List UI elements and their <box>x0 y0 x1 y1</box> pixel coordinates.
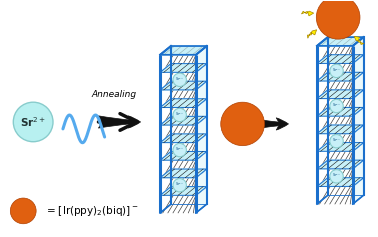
Polygon shape <box>317 169 353 187</box>
Polygon shape <box>160 90 196 107</box>
Polygon shape <box>196 46 207 72</box>
Text: Sr$^{2+}$: Sr$^{2+}$ <box>175 146 184 153</box>
Polygon shape <box>160 195 196 213</box>
Circle shape <box>330 99 343 113</box>
Polygon shape <box>196 64 207 90</box>
Polygon shape <box>317 55 364 64</box>
Polygon shape <box>317 99 353 116</box>
Polygon shape <box>317 178 364 187</box>
Text: Sr$^{2+}$: Sr$^{2+}$ <box>175 181 184 188</box>
Polygon shape <box>301 11 314 16</box>
Polygon shape <box>160 116 207 125</box>
Polygon shape <box>317 81 353 99</box>
Text: Sr$^{2+}$: Sr$^{2+}$ <box>332 137 341 144</box>
Polygon shape <box>354 36 364 45</box>
Text: Sr$^{2+}$: Sr$^{2+}$ <box>332 102 341 109</box>
Circle shape <box>13 102 53 142</box>
Circle shape <box>221 102 265 146</box>
Polygon shape <box>196 134 207 160</box>
Polygon shape <box>196 187 207 213</box>
Circle shape <box>330 170 343 183</box>
Polygon shape <box>160 160 196 178</box>
Polygon shape <box>160 151 207 160</box>
Circle shape <box>173 143 186 157</box>
Polygon shape <box>353 178 364 204</box>
Text: Sr$^{2+}$: Sr$^{2+}$ <box>20 115 46 129</box>
Polygon shape <box>353 55 364 81</box>
Polygon shape <box>317 116 353 134</box>
Polygon shape <box>317 187 353 204</box>
Polygon shape <box>353 125 364 151</box>
Polygon shape <box>307 30 317 38</box>
Polygon shape <box>160 64 207 72</box>
Polygon shape <box>317 151 353 169</box>
Text: Sr$^{2+}$: Sr$^{2+}$ <box>332 67 341 74</box>
Polygon shape <box>160 143 196 160</box>
Circle shape <box>316 0 360 39</box>
Polygon shape <box>317 160 364 169</box>
Polygon shape <box>160 72 196 90</box>
Polygon shape <box>196 99 207 125</box>
Circle shape <box>173 108 186 122</box>
Polygon shape <box>353 143 364 169</box>
Circle shape <box>330 64 343 77</box>
Polygon shape <box>160 107 196 125</box>
Polygon shape <box>196 116 207 143</box>
Circle shape <box>10 198 36 224</box>
Polygon shape <box>317 90 364 99</box>
Text: Sr$^{2+}$: Sr$^{2+}$ <box>332 172 341 179</box>
Polygon shape <box>196 169 207 195</box>
Polygon shape <box>160 81 207 90</box>
Polygon shape <box>160 134 207 143</box>
Polygon shape <box>353 90 364 116</box>
Circle shape <box>173 73 186 87</box>
Polygon shape <box>160 46 207 55</box>
Polygon shape <box>353 107 364 134</box>
Polygon shape <box>317 72 364 81</box>
Polygon shape <box>317 37 364 46</box>
Polygon shape <box>353 37 364 64</box>
Circle shape <box>173 178 186 192</box>
Text: Sr$^{2+}$: Sr$^{2+}$ <box>175 110 184 118</box>
Text: = [Ir(ppy)$_2$(biq)]$^-$: = [Ir(ppy)$_2$(biq)]$^-$ <box>46 204 139 218</box>
Polygon shape <box>317 64 353 81</box>
Polygon shape <box>317 125 364 134</box>
Polygon shape <box>160 187 207 195</box>
Circle shape <box>330 135 343 148</box>
Text: Sr$^{2+}$: Sr$^{2+}$ <box>175 75 184 83</box>
Polygon shape <box>353 160 364 187</box>
Polygon shape <box>317 134 353 151</box>
Polygon shape <box>317 46 353 64</box>
Polygon shape <box>353 72 364 99</box>
Polygon shape <box>317 143 364 151</box>
Polygon shape <box>160 46 207 55</box>
Polygon shape <box>160 55 196 72</box>
Text: Annealing: Annealing <box>91 90 136 99</box>
Polygon shape <box>196 81 207 107</box>
Polygon shape <box>160 99 207 107</box>
Polygon shape <box>317 107 364 116</box>
Polygon shape <box>160 178 196 195</box>
Polygon shape <box>160 125 196 143</box>
Polygon shape <box>160 169 207 178</box>
Polygon shape <box>317 37 364 46</box>
Polygon shape <box>196 151 207 178</box>
